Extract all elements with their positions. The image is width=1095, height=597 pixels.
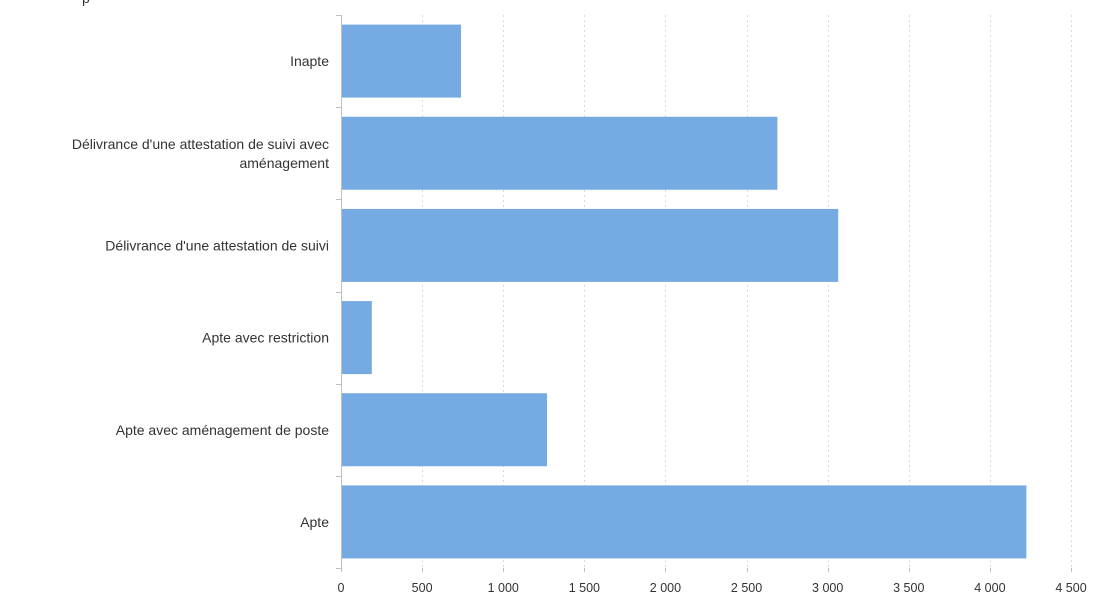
grid-lines xyxy=(422,15,1072,568)
category-label: Apte avec restriction xyxy=(202,330,329,346)
axes xyxy=(336,15,1072,572)
bar xyxy=(342,393,548,467)
x-tick-label: 500 xyxy=(412,581,433,595)
x-tick-labels: 0 500 1 000 1 500 2 000 2 500 3 000 3 500 4 000 4… xyxy=(338,581,1087,595)
clipped-top-text: p xyxy=(82,0,90,6)
bars xyxy=(342,24,1027,559)
x-tick-label: 2 500 xyxy=(731,581,762,595)
x-tick-label: 1 000 xyxy=(488,581,519,595)
category-label-line: Apte xyxy=(300,514,329,530)
x-tick-label: 4 000 xyxy=(974,581,1005,595)
category-label-line: Apte avec aménagement de poste xyxy=(116,422,329,438)
bar xyxy=(342,116,778,190)
category-label: Inapte xyxy=(290,53,329,69)
x-tick-label: 1 500 xyxy=(569,581,600,595)
bar xyxy=(342,301,372,375)
x-tick-label: 3 000 xyxy=(812,581,843,595)
category-labels: Inapte Délivrance d'une attestation de su… xyxy=(72,53,329,530)
x-tick-label: 4 500 xyxy=(1055,581,1086,595)
category-label: Délivrance d'une attestation de suivi xyxy=(105,237,329,253)
category-label-line: Inapte xyxy=(290,53,329,69)
category-label-line: Délivrance d'une attestation de suivi xyxy=(105,237,329,253)
bar xyxy=(342,485,1027,559)
bar xyxy=(342,208,839,282)
category-label-line: aménagement xyxy=(239,155,329,171)
category-label: Délivrance d'une attestation de suivi av… xyxy=(72,136,329,171)
category-label-line: Délivrance d'une attestation de suivi av… xyxy=(72,136,329,152)
category-label-line: Apte avec restriction xyxy=(202,330,329,346)
x-tick-label: 0 xyxy=(338,581,345,595)
x-tick-label: 3 500 xyxy=(893,581,924,595)
bar xyxy=(342,24,462,98)
x-tick-label: 2 000 xyxy=(650,581,681,595)
category-label: Apte avec aménagement de poste xyxy=(116,422,329,438)
category-label: Apte xyxy=(300,514,329,530)
